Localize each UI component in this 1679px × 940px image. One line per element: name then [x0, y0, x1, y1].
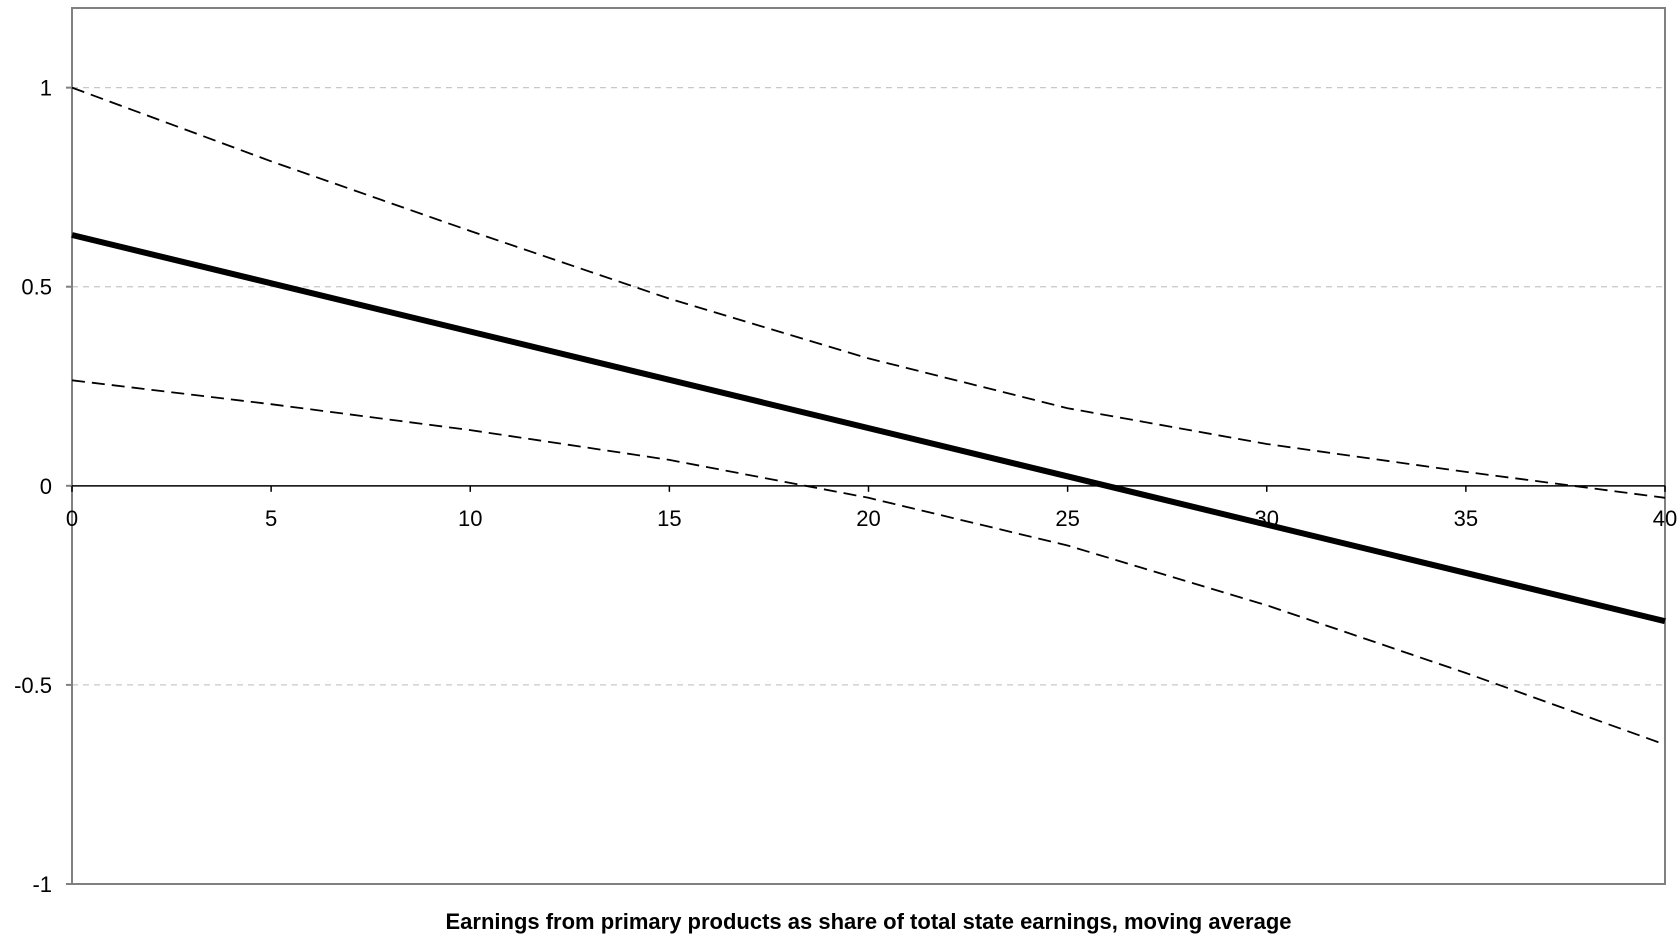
y-tick-label: -0.5: [14, 673, 52, 698]
x-tick-label: 15: [657, 506, 681, 531]
x-tick-label: 10: [458, 506, 482, 531]
confidence-band-line-1: [71, 86, 1666, 499]
x-axis-ticks: 0 5 10 15 20 25 30 35 40: [66, 485, 1677, 531]
y-tick-label: 0: [40, 474, 52, 499]
x-tick-label: 25: [1055, 506, 1079, 531]
x-tick-label: 20: [856, 506, 880, 531]
confidence-band-line-2: [71, 379, 1666, 746]
y-tick-label: 1: [40, 76, 52, 101]
y-axis-ticks: 1 0.5 0 -0.5 -1: [14, 76, 72, 897]
estimate-line: [71, 232, 1666, 625]
y-tick-label: -1: [32, 872, 52, 897]
series-lines: [71, 86, 1666, 746]
x-tick-label: 35: [1454, 506, 1478, 531]
gridlines: [72, 87, 1665, 686]
x-tick-label: 0: [66, 506, 78, 531]
x-tick-label: 5: [265, 506, 277, 531]
x-axis-title: Earnings from primary products as share …: [445, 909, 1291, 934]
x-tick-label: 40: [1653, 506, 1677, 531]
plot-frame: [71, 7, 1666, 885]
y-tick-label: 0.5: [21, 275, 52, 300]
